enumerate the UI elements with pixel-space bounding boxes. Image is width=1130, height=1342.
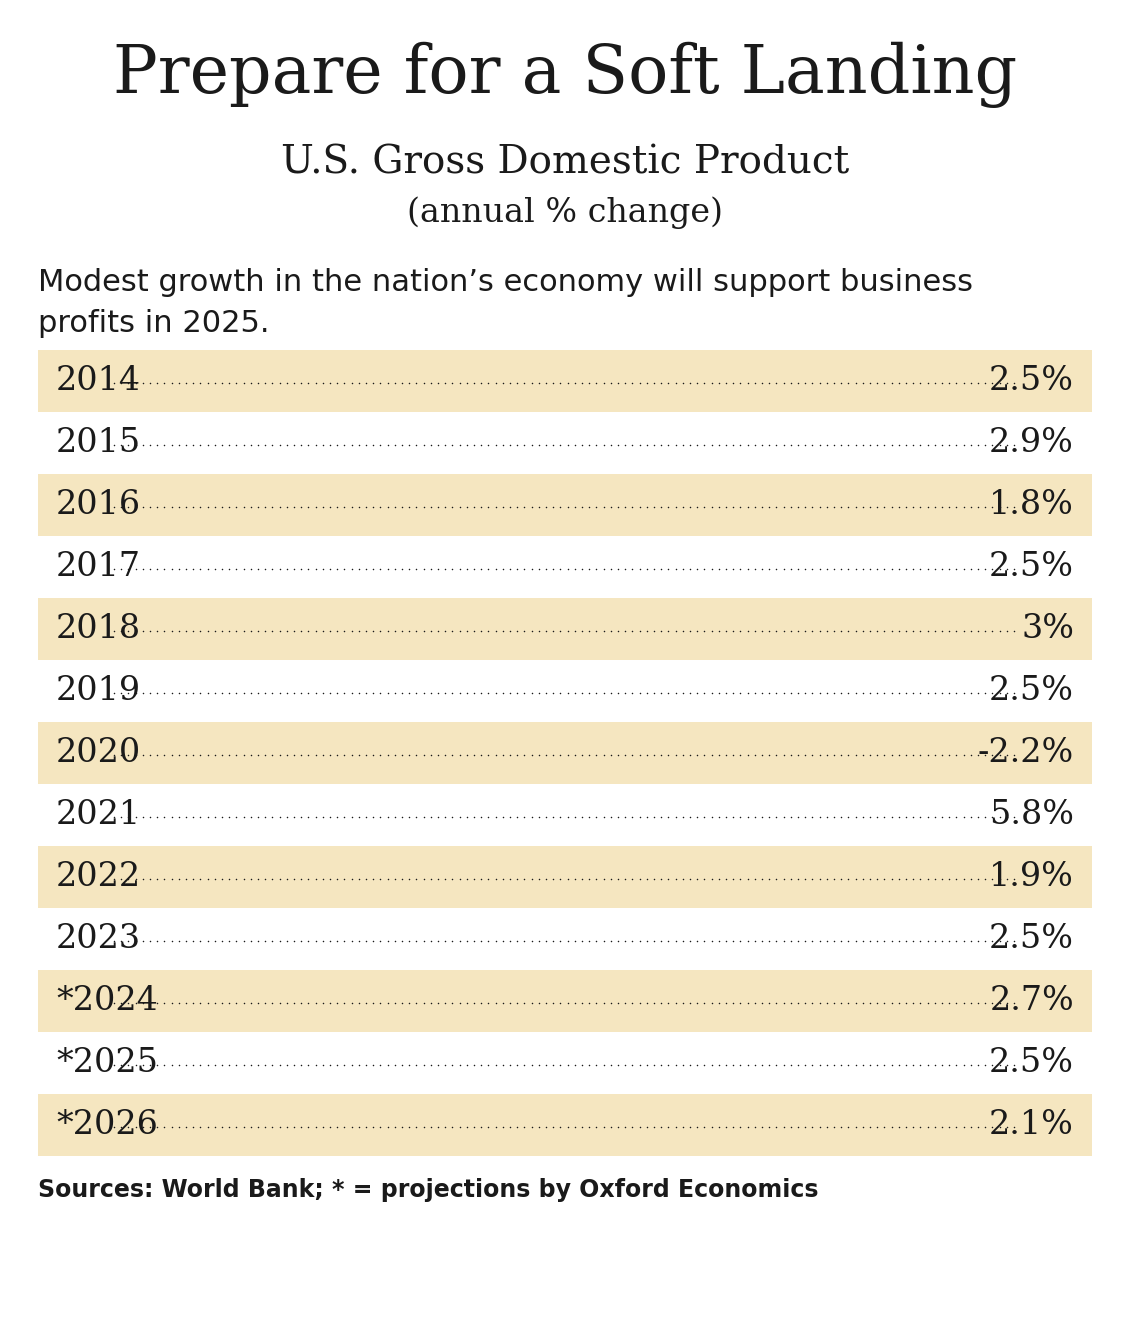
Text: 2018: 2018 [56,613,141,646]
Text: *2026: *2026 [56,1108,158,1141]
Text: -2.2%: -2.2% [977,737,1074,769]
Text: 2.5%: 2.5% [989,923,1074,956]
Text: 1.8%: 1.8% [989,488,1074,521]
Text: 1.9%: 1.9% [989,862,1074,892]
Bar [38,722,1092,784]
Text: 2.5%: 2.5% [989,675,1074,707]
Text: 2020: 2020 [56,737,141,769]
Text: Sources: World Bank; * = projections by Oxford Economics: Sources: World Bank; * = projections by … [38,1178,818,1202]
Text: 2017: 2017 [56,552,141,582]
Text: Modest growth in the nation’s economy will support business
profits in 2025.: Modest growth in the nation’s economy wi… [38,268,973,337]
Text: 2021: 2021 [56,798,141,831]
Text: 2.7%: 2.7% [989,985,1074,1017]
Text: 2.5%: 2.5% [989,1047,1074,1079]
Text: U.S. Gross Domestic Product: U.S. Gross Domestic Product [281,144,849,181]
Bar [38,1094,1092,1155]
Text: 2022: 2022 [56,862,141,892]
Text: 3%: 3% [1022,613,1074,646]
Text: *2024: *2024 [56,985,158,1017]
Text: 2015: 2015 [56,427,141,459]
Text: 2.5%: 2.5% [989,552,1074,582]
Text: 2019: 2019 [56,675,141,707]
Text: 2.9%: 2.9% [989,427,1074,459]
Bar [38,474,1092,535]
Text: Prepare for a Soft Landing: Prepare for a Soft Landing [113,42,1017,109]
Text: 5.8%: 5.8% [989,798,1074,831]
Text: 2.1%: 2.1% [989,1108,1074,1141]
Bar [38,350,1092,412]
Bar [38,599,1092,660]
Text: (annual % change): (annual % change) [407,196,723,228]
Text: 2016: 2016 [56,488,141,521]
Text: *2025: *2025 [56,1047,158,1079]
Text: 2.5%: 2.5% [989,365,1074,397]
Bar [38,845,1092,909]
Text: 2014: 2014 [56,365,141,397]
Text: 2023: 2023 [56,923,141,956]
Bar [38,970,1092,1032]
